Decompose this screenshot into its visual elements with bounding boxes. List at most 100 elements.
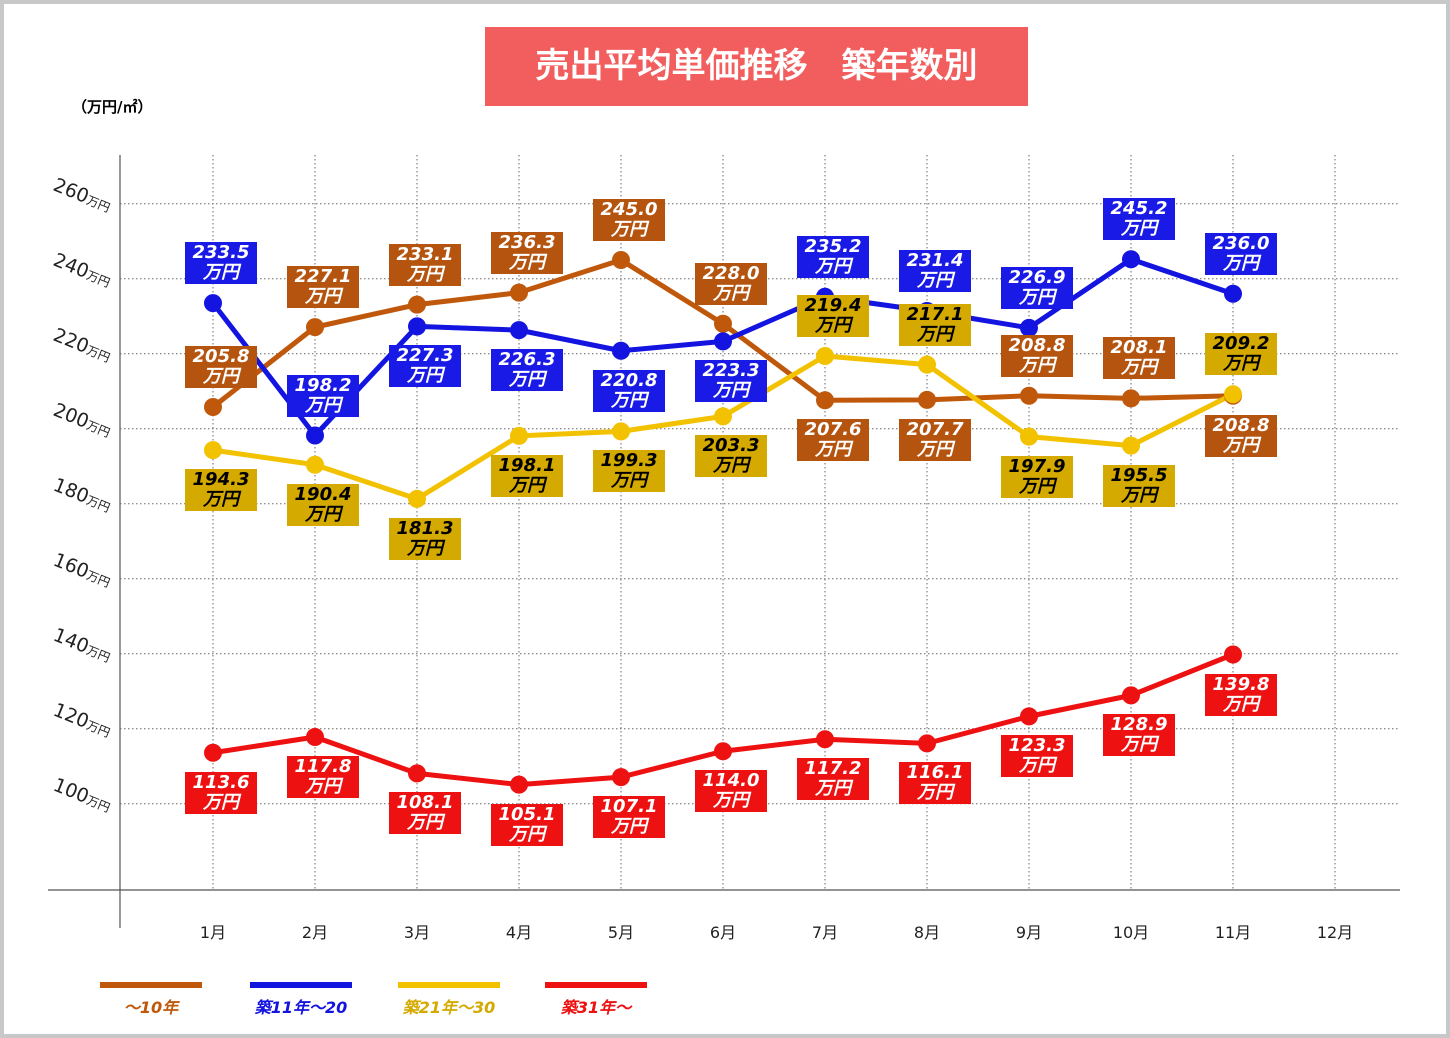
data-point bbox=[1122, 436, 1140, 455]
data-label: 114.0 万円 bbox=[695, 770, 767, 813]
y-tick-unit: 万円 bbox=[85, 193, 113, 215]
data-label: 105.1 万円 bbox=[491, 803, 563, 846]
data-point bbox=[1020, 707, 1038, 726]
data-point bbox=[1224, 385, 1242, 404]
data-label: 139.8 万円 bbox=[1205, 673, 1277, 716]
x-tick-label: 10月 bbox=[1113, 923, 1149, 942]
data-label: 116.1 万円 bbox=[899, 762, 971, 805]
data-point bbox=[918, 355, 936, 374]
data-point bbox=[714, 314, 732, 333]
data-label: 208.8 万円 bbox=[1205, 414, 1277, 457]
data-point bbox=[918, 390, 936, 409]
data-label: 190.4 万円 bbox=[287, 483, 359, 526]
x-tick-label: 8月 bbox=[914, 923, 940, 942]
x-tick-label: 6月 bbox=[710, 923, 736, 942]
data-label: 207.6 万円 bbox=[797, 419, 869, 462]
data-point bbox=[816, 730, 834, 749]
data-point bbox=[1020, 318, 1038, 337]
data-point bbox=[510, 426, 528, 445]
data-point bbox=[612, 768, 630, 787]
data-label: 245.0 万円 bbox=[593, 199, 665, 241]
data-label: 235.2 万円 bbox=[797, 235, 869, 278]
data-label: 194.3 万円 bbox=[185, 469, 257, 512]
data-point bbox=[408, 489, 426, 508]
data-point bbox=[408, 295, 426, 314]
legend-label: 築21年～30 bbox=[402, 998, 496, 1017]
y-tick-unit: 万円 bbox=[85, 718, 113, 740]
data-label: 208.1 万円 bbox=[1103, 337, 1175, 380]
data-label: 205.8 万円 bbox=[185, 346, 257, 388]
data-label: 227.1 万円 bbox=[287, 266, 359, 309]
data-point bbox=[1122, 250, 1140, 269]
y-tick-unit: 万円 bbox=[85, 343, 113, 365]
data-point bbox=[918, 734, 936, 753]
data-label: 217.1 万円 bbox=[899, 303, 971, 346]
data-label: 199.3 万円 bbox=[593, 450, 665, 493]
y-tick-label: 200万円 bbox=[50, 399, 114, 442]
data-label: 228.0 万円 bbox=[695, 262, 767, 305]
data-point bbox=[714, 332, 732, 351]
data-point bbox=[816, 391, 834, 410]
data-label: 226.3 万円 bbox=[491, 349, 563, 392]
data-point bbox=[612, 251, 630, 269]
data-label: 107.1 万円 bbox=[593, 796, 665, 839]
data-label: 198.1 万円 bbox=[491, 454, 563, 497]
data-point bbox=[204, 398, 222, 416]
x-tick-label: 7月 bbox=[812, 923, 838, 942]
data-point bbox=[306, 318, 324, 337]
y-axis-label: （万円/㎡） bbox=[72, 98, 153, 116]
data-label: 198.2 万円 bbox=[287, 374, 359, 417]
data-label: 209.2 万円 bbox=[1205, 333, 1277, 376]
data-point bbox=[510, 775, 528, 794]
y-tick-label: 100万円 bbox=[50, 774, 114, 817]
data-label: 233.1 万円 bbox=[389, 243, 461, 286]
x-tick-label: 9月 bbox=[1016, 923, 1042, 942]
x-tick-label: 5月 bbox=[608, 923, 634, 942]
data-point bbox=[510, 283, 528, 302]
data-label: 226.9 万円 bbox=[1001, 266, 1073, 309]
y-tick-label: 140万円 bbox=[50, 624, 114, 667]
y-tick-label: 260万円 bbox=[50, 174, 114, 217]
data-point bbox=[306, 426, 324, 445]
x-tick-label: 3月 bbox=[404, 923, 430, 942]
data-label: 223.3 万円 bbox=[695, 360, 767, 403]
y-tick-unit: 万円 bbox=[85, 418, 113, 440]
data-point bbox=[408, 764, 426, 783]
data-point bbox=[1122, 389, 1140, 408]
data-point bbox=[612, 422, 630, 441]
data-label: 203.3 万円 bbox=[695, 435, 767, 478]
data-label: 227.3 万円 bbox=[389, 345, 461, 388]
data-point bbox=[408, 317, 426, 336]
data-point bbox=[1224, 284, 1242, 303]
data-label: 208.8 万円 bbox=[1001, 334, 1073, 377]
legend-label: 築11年～20 bbox=[254, 998, 348, 1017]
y-tick-unit: 万円 bbox=[85, 568, 113, 590]
chart-title: 売出平均単価推移 築年数別 bbox=[485, 27, 1028, 106]
y-tick-label: 240万円 bbox=[50, 249, 114, 292]
y-tick-unit: 万円 bbox=[85, 268, 113, 290]
data-point bbox=[1122, 686, 1140, 705]
x-tick-label: 11月 bbox=[1215, 923, 1251, 942]
data-point bbox=[204, 441, 222, 460]
y-tick-label: 180万円 bbox=[50, 474, 114, 517]
data-label: 117.2 万円 bbox=[797, 758, 869, 801]
data-point bbox=[306, 455, 324, 474]
x-tick-label: 4月 bbox=[506, 923, 532, 942]
legend-label: 築31年～ bbox=[560, 998, 632, 1017]
y-tick-unit: 万円 bbox=[85, 643, 113, 665]
x-tick-label: 2月 bbox=[302, 923, 328, 942]
data-label: 113.6 万円 bbox=[185, 771, 257, 814]
data-label: 181.3 万円 bbox=[389, 517, 461, 560]
data-point bbox=[1224, 645, 1242, 664]
data-label: 219.4 万円 bbox=[797, 295, 869, 337]
data-label: 108.1 万円 bbox=[389, 792, 461, 835]
data-label: 231.4 万円 bbox=[899, 250, 971, 292]
y-tick-label: 120万円 bbox=[50, 699, 114, 742]
data-point bbox=[714, 742, 732, 761]
data-point bbox=[204, 294, 222, 313]
data-point bbox=[306, 728, 324, 746]
chart: 100万円 120万円 140万円 160万円 180万円 200万円 220万円 240万円… bbox=[48, 155, 1400, 988]
data-point bbox=[510, 321, 528, 340]
data-point bbox=[204, 743, 222, 762]
